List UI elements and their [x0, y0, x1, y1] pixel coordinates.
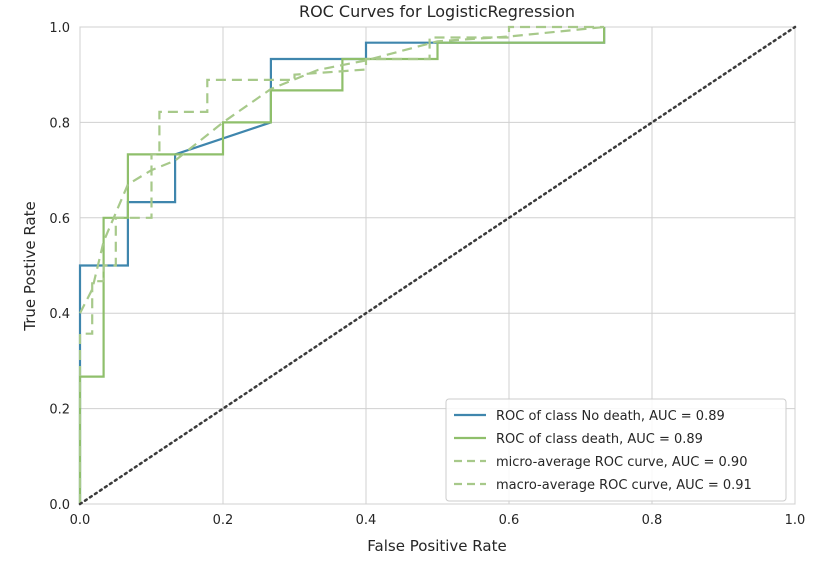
diagonal-reference-line — [78, 25, 797, 506]
series-layer — [78, 25, 797, 506]
y-tick-label: 0.6 — [49, 212, 70, 227]
chart-title: ROC Curves for LogisticRegression — [299, 2, 575, 21]
legend-items: ROC of class No death, AUC = 0.89 ROC of … — [454, 409, 752, 493]
x-tick-label: 0.4 — [356, 513, 377, 528]
legend: ROC of class No death, AUC = 0.89 ROC of … — [445, 398, 787, 502]
series-line-2 — [78, 25, 605, 504]
y-tick-label: 0.8 — [49, 116, 70, 131]
x-tick-label: 0.0 — [70, 513, 91, 528]
x-tick-label: 0.2 — [213, 513, 234, 528]
y-tick-label: 0.4 — [49, 307, 70, 322]
x-axis-label: False Positive Rate — [367, 537, 506, 555]
legend-label: ROC of class No death, AUC = 0.89 — [496, 409, 725, 424]
x-tick-label: 0.8 — [642, 513, 663, 528]
y-tick-label: 0.2 — [49, 403, 70, 418]
tick-labels: 0.0 0.2 0.4 0.6 0.8 1.0 0.0 0.2 0.4 0.6 0.8 1.0 — [49, 21, 805, 528]
x-tick-label: 1.0 — [785, 513, 806, 528]
legend-box — [445, 398, 787, 502]
y-axis-label: True Postive Rate — [21, 201, 39, 331]
x-tick-label: 0.6 — [499, 513, 520, 528]
series-line-3 — [79, 25, 605, 314]
legend-label: macro-average ROC curve, AUC = 0.91 — [496, 478, 752, 493]
legend-label: micro-average ROC curve, AUC = 0.90 — [496, 455, 747, 470]
y-tick-label: 0.0 — [49, 498, 70, 513]
legend-label: ROC of class death, AUC = 0.89 — [496, 432, 703, 447]
y-tick-label: 1.0 — [49, 21, 70, 36]
